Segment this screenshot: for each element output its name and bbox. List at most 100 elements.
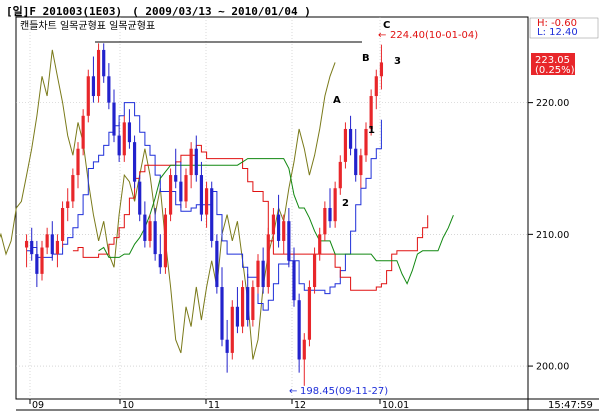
candle-body — [35, 254, 39, 274]
current-price-change: (0.25%) — [535, 65, 575, 76]
time-readout: 15:47:59 — [548, 400, 593, 411]
time-tick-label: 10 — [122, 400, 134, 411]
candle-body — [60, 208, 65, 241]
time-tick-label: 12 — [294, 400, 306, 411]
candle-body — [225, 339, 229, 353]
wave-label-c: C — [383, 20, 390, 31]
candle-body — [302, 339, 306, 360]
period-tab[interactable]: [일] — [6, 5, 30, 18]
candle-body — [158, 254, 162, 268]
candle-body — [71, 175, 75, 202]
candle-body — [246, 287, 250, 320]
candle-body — [215, 240, 219, 288]
base-line — [26, 102, 382, 311]
wave-label-1: 1 — [368, 125, 375, 136]
candle-body — [179, 181, 183, 202]
candle-body — [369, 96, 373, 129]
wave-label-2: 2 — [342, 198, 349, 209]
candle-body — [45, 234, 49, 248]
low-arrow-icon: ← — [289, 386, 297, 397]
candle-body — [138, 181, 142, 215]
candle-body — [81, 115, 85, 149]
candle-body — [168, 175, 173, 215]
candle-body — [30, 240, 34, 255]
candle-body — [312, 254, 317, 288]
candle-body — [199, 175, 204, 215]
candle-body — [318, 234, 322, 255]
high-annotation: 224.40(10-01-04) — [390, 30, 478, 41]
candle-body — [189, 148, 193, 176]
legend-text: 캔들차트 일목균형표 일목균형표 — [20, 20, 155, 32]
candle-body — [266, 234, 270, 288]
wave-label-b: B — [362, 53, 370, 64]
low-change-value: L: 12.40 — [537, 27, 578, 38]
candle-body — [323, 208, 327, 235]
current-price-tag — [531, 53, 575, 75]
candle-body — [117, 135, 121, 156]
candle-body — [297, 300, 301, 360]
candle-body — [328, 208, 332, 222]
candle-body — [210, 188, 214, 241]
candle-body — [343, 128, 348, 162]
candle-body — [153, 221, 157, 255]
candle-body — [96, 49, 101, 97]
candle-body — [174, 175, 178, 182]
candle-body — [364, 128, 368, 156]
candle-body — [40, 247, 44, 274]
candle-body — [338, 161, 342, 189]
candle-body — [204, 188, 209, 215]
lagging-span-line — [0, 49, 336, 360]
candle-body — [102, 49, 106, 77]
candle-body — [122, 122, 126, 156]
candle-body — [282, 221, 286, 241]
candle-body — [50, 234, 54, 255]
title-bar: [일]F 201003(1E03) ( 2009/03/13 ~ 2010/01/… — [6, 3, 311, 18]
ichimoku-lines — [0, 49, 454, 360]
candle-body — [91, 76, 96, 97]
high-arrow-icon: ← — [378, 30, 386, 41]
candlestick-series — [24, 43, 384, 386]
time-tick-label: 09 — [32, 400, 44, 411]
time-tick-label: 10.01 — [382, 400, 409, 411]
candle-body — [24, 240, 29, 248]
candle-body — [379, 62, 384, 77]
candle-body — [271, 214, 276, 235]
candle-body — [112, 102, 116, 136]
candle-body — [55, 240, 60, 255]
instrument-code[interactable]: F 201003(1E03) — [29, 5, 123, 18]
candle-body — [251, 287, 255, 320]
current-price-value: 223.05 — [535, 55, 570, 66]
hl-box — [529, 17, 599, 39]
candle-body — [276, 214, 281, 241]
wave-label-3: 3 — [394, 56, 401, 67]
price-tick-label: 210.00 — [536, 230, 569, 241]
candle-body — [86, 76, 90, 116]
high-change-value: H: -0.60 — [537, 18, 577, 29]
candle-body — [66, 201, 70, 208]
leading-span-green-line — [98, 158, 454, 285]
candle-body — [333, 188, 337, 222]
candle-body — [261, 260, 265, 288]
candle-body — [184, 175, 188, 202]
candle-body — [107, 76, 111, 103]
candle-body — [348, 128, 353, 149]
low-annotation: 198.45(09-11-27) — [300, 386, 388, 397]
candle-body — [374, 76, 378, 97]
candle-body — [163, 214, 168, 268]
price-axis: 220.00 210.00 200.00 — [528, 98, 569, 373]
candle-body — [148, 221, 152, 241]
candle-body — [235, 306, 240, 327]
candle-body — [256, 260, 260, 288]
candle-body — [307, 287, 312, 340]
leading-span-red-line — [72, 144, 429, 291]
candle-body — [127, 122, 132, 143]
time-tick-label: 11 — [208, 400, 220, 411]
wave-label-a: A — [333, 95, 341, 106]
date-range: ( 2009/03/13 ~ 2010/01/04 ) — [132, 5, 311, 18]
candle-body — [292, 260, 296, 301]
time-axis: 09 10 11 12 10.01 — [29, 399, 409, 411]
candle-body — [230, 306, 234, 353]
price-tick-label: 200.00 — [536, 362, 569, 373]
candle-body — [287, 221, 291, 261]
